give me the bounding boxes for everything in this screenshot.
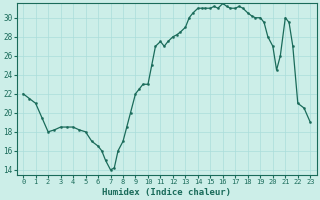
X-axis label: Humidex (Indice chaleur): Humidex (Indice chaleur) [102, 188, 231, 197]
